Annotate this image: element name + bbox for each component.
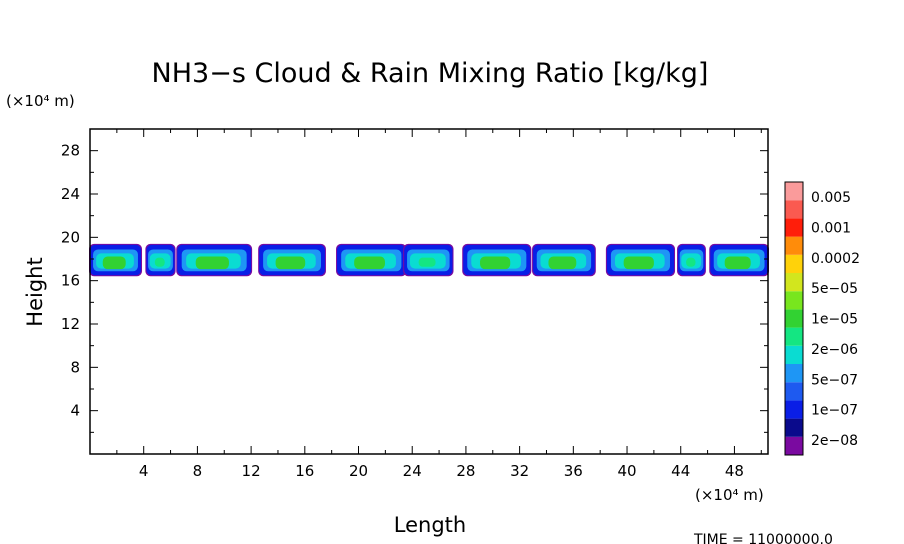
- y-tick-label: 20: [61, 228, 80, 246]
- x-tick-label: 4: [139, 462, 149, 480]
- x-axis-label: Length: [394, 513, 466, 537]
- cloud-segment: [403, 243, 454, 277]
- x-tick-label: 32: [510, 462, 529, 480]
- cloud-segment: [258, 243, 326, 277]
- cloud-core: [623, 256, 654, 270]
- colorbar-swatch: [785, 236, 803, 255]
- x-tick-label: 20: [349, 462, 368, 480]
- colorbar-swatch: [785, 400, 803, 419]
- cloud-core: [102, 256, 126, 270]
- cloud-segment: [605, 243, 676, 277]
- colorbar-swatch: [785, 364, 803, 383]
- colorbar-label: 1e−05: [811, 312, 858, 328]
- colorbar-label: 1e−07: [811, 403, 858, 419]
- colorbar-label: 5e−07: [811, 372, 858, 388]
- colorbar-label: 0.0002: [811, 251, 860, 267]
- y-tick-label: 28: [61, 142, 80, 160]
- colorbar-swatch: [785, 182, 803, 201]
- y-tick-label: 16: [61, 272, 80, 290]
- cloud-segment: [462, 243, 532, 277]
- cloud-segment: [532, 243, 596, 277]
- x-axis: 4 8 12 16 20 24 28 32 36 40 44 48: [116, 129, 762, 480]
- colorbar-swatch: [785, 345, 803, 364]
- x-tick-label: 16: [295, 462, 314, 480]
- colorbar-label: 5e−05: [811, 281, 858, 297]
- x-axis-unit: (×10⁴ m): [695, 486, 764, 504]
- cloud-core: [275, 256, 306, 270]
- y-axis-label: Height: [23, 257, 47, 326]
- y-axis-unit: (×10⁴ m): [6, 92, 75, 110]
- cloud-segment: [145, 243, 176, 277]
- y-tick-label: 24: [61, 185, 80, 203]
- colorbar-swatch: [785, 218, 803, 237]
- cloud-segment: [336, 243, 407, 277]
- x-tick-label: 40: [617, 462, 636, 480]
- y-tick-label: 12: [61, 315, 80, 333]
- cloud-segment: [677, 243, 706, 277]
- colorbar-swatch: [785, 254, 803, 273]
- colorbar-label: 0.005: [811, 190, 851, 206]
- x-tick-label: 12: [242, 462, 261, 480]
- colorbar: 0.005 0.001 0.0002 5e−05 1e−05 2e−06 5e−07 1e−0…: [784, 181, 860, 456]
- colorbar-swatch: [785, 327, 803, 346]
- cloud-core: [480, 256, 511, 270]
- x-tick-label: 24: [403, 462, 422, 480]
- colorbar-label: 2e−06: [811, 342, 858, 358]
- colorbar-swatch: [785, 273, 803, 292]
- y-tick-label: 4: [70, 402, 80, 420]
- colorbar-swatch: [785, 291, 803, 310]
- colorbar-swatch: [785, 309, 803, 328]
- cloud-core: [724, 256, 751, 270]
- cloud-core: [195, 256, 229, 270]
- cloud-core: [354, 256, 385, 270]
- x-tick-label: 8: [193, 462, 203, 480]
- cloud-segment: [89, 243, 143, 277]
- chart-title: NH3−s Cloud & Rain Mixing Ratio [kg/kg]: [152, 58, 709, 89]
- x-tick-label: 36: [564, 462, 583, 480]
- colorbar-swatch: [785, 418, 803, 437]
- plot-frame: [89, 128, 769, 455]
- colorbar-frame: [784, 181, 804, 456]
- cloud-core: [154, 257, 165, 267]
- cloud-core: [686, 257, 696, 267]
- colorbar-swatch: [785, 200, 803, 219]
- cloud-core: [548, 256, 577, 270]
- time-label: TIME = 11000000.0: [693, 532, 833, 544]
- cloud-core: [418, 257, 436, 267]
- colorbar-label: 0.001: [811, 220, 851, 236]
- x-tick-label: 44: [671, 462, 690, 480]
- y-axis: 4 8 12 16 20 24 28: [61, 142, 768, 433]
- colorbar-swatch: [785, 382, 803, 401]
- cloud-segment: [176, 243, 253, 277]
- x-tick-label: 48: [725, 462, 744, 480]
- x-tick-label: 28: [456, 462, 475, 480]
- plot-area: [89, 128, 769, 455]
- y-tick-label: 8: [70, 358, 80, 376]
- cloud-segment: [709, 243, 769, 277]
- colorbar-label: 2e−08: [811, 433, 858, 449]
- colorbar-swatch: [785, 436, 803, 455]
